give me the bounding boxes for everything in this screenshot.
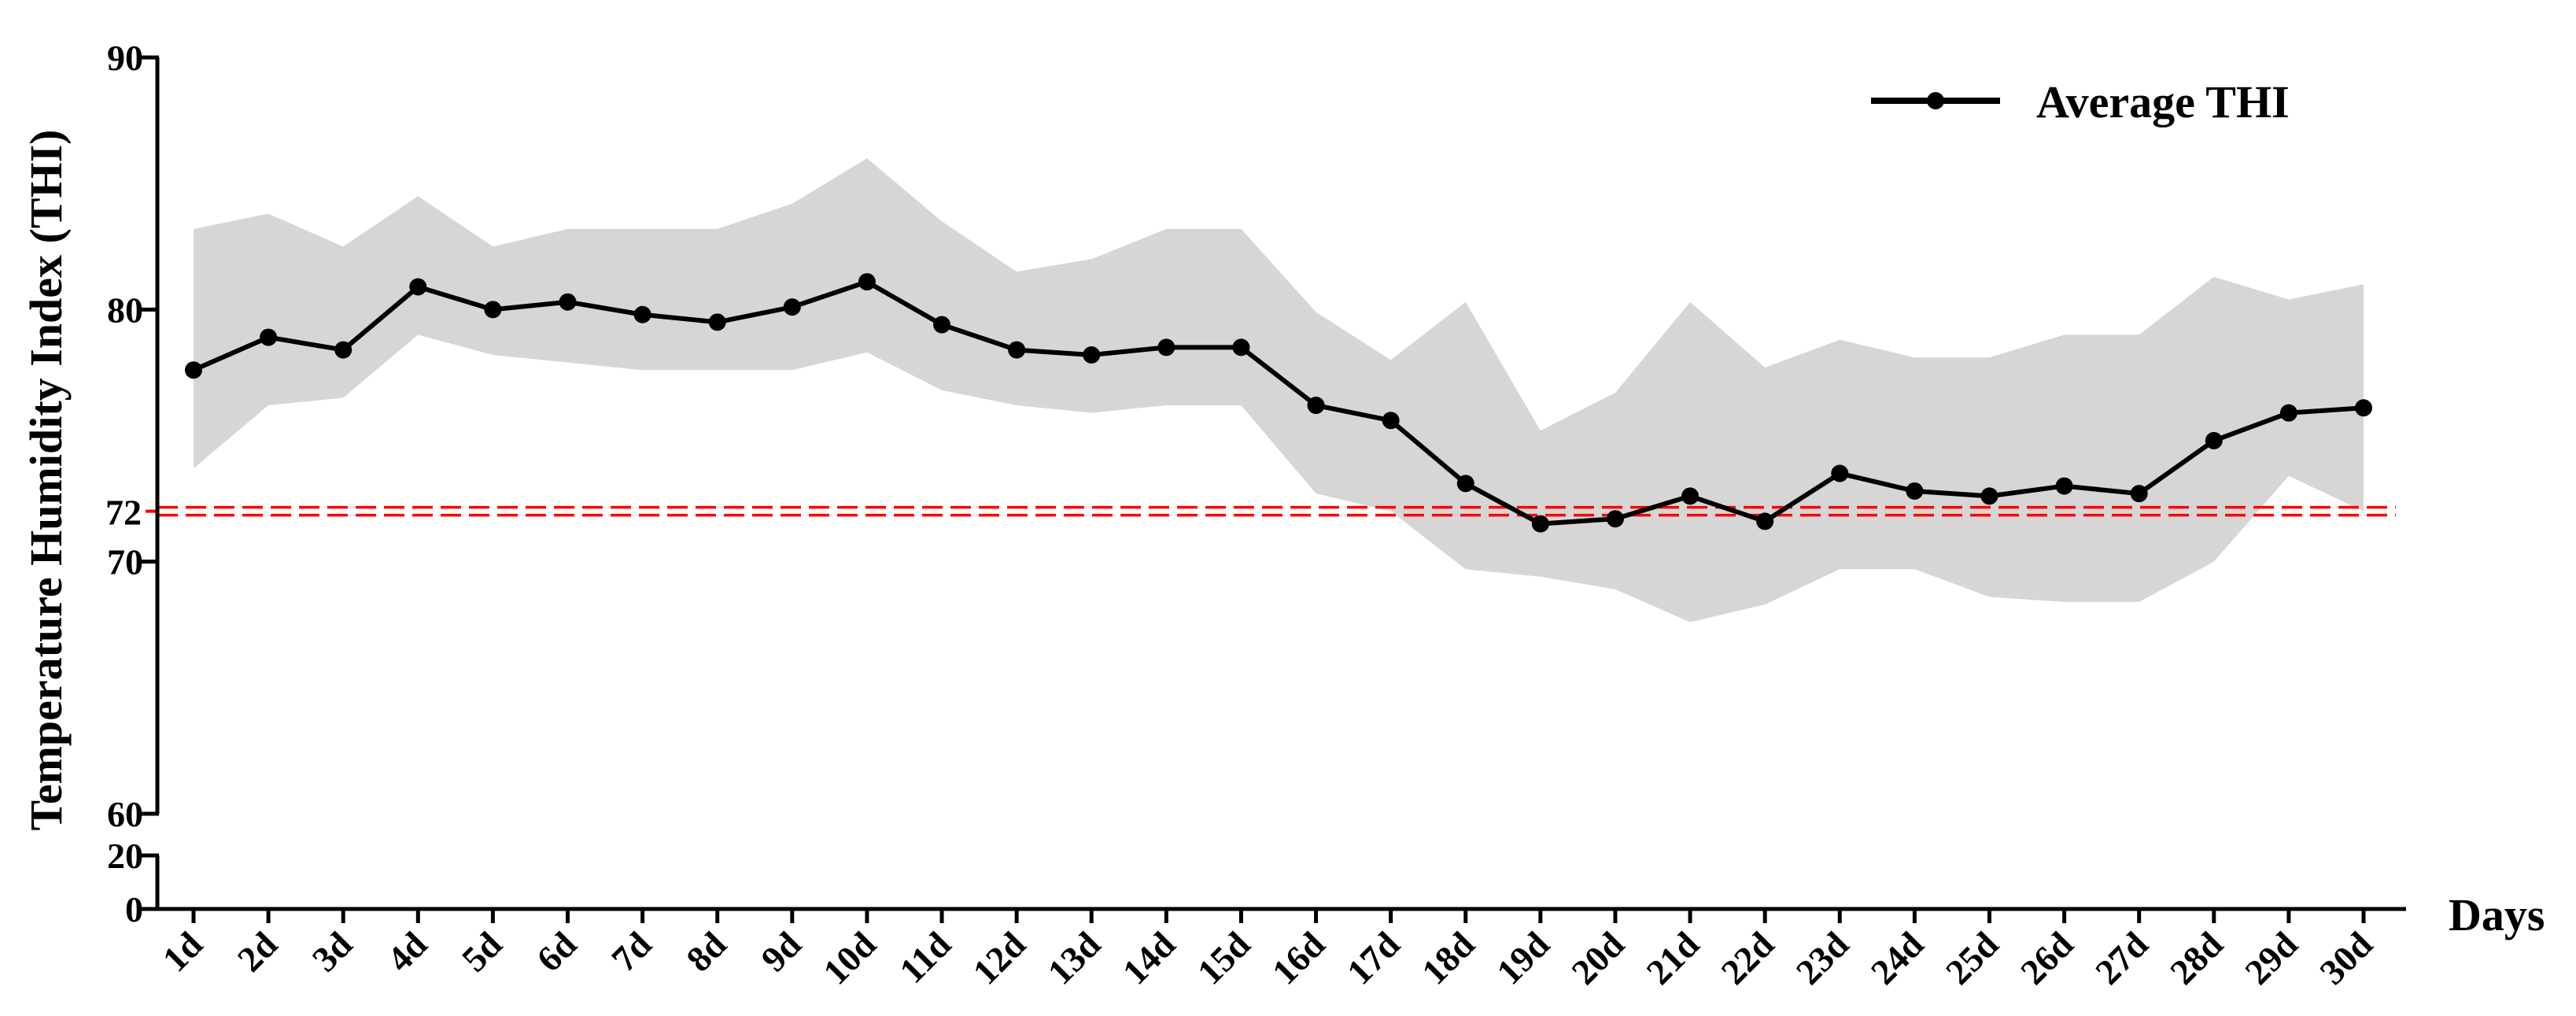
data-point-13d	[1083, 345, 1101, 364]
average-thi-line	[192, 279, 2364, 526]
data-point-24d	[1906, 482, 1924, 500]
x-tick-label-27d: 27d	[2087, 924, 2156, 992]
data-point-4d	[409, 278, 427, 296]
x-tick-label-3d: 3d	[304, 924, 360, 980]
x-axis-title: Days	[2449, 889, 2545, 940]
axes-layer	[142, 55, 2406, 923]
y-tick-label-60: 60	[107, 794, 143, 834]
data-point-6d	[559, 293, 577, 311]
y-axis-title: Temperature Humidity Index (THI)	[20, 130, 72, 831]
x-tick-label-21d: 21d	[1638, 924, 1707, 992]
legend-label: Average THI	[2036, 76, 2290, 127]
x-tick-label-26d: 26d	[2013, 924, 2081, 992]
y-tick-label-90: 90	[107, 38, 143, 78]
x-tick-label-14d: 14d	[1115, 924, 1183, 992]
data-point-11d	[933, 316, 951, 334]
y-tick-label-0: 0	[125, 889, 143, 929]
x-tick-label-16d: 16d	[1264, 924, 1333, 992]
thi-range-band-layer	[194, 158, 2364, 623]
x-tick-label-25d: 25d	[1938, 924, 2006, 992]
x-tick-label-4d: 4d	[379, 924, 435, 980]
x-tick-label-12d: 12d	[965, 924, 1034, 992]
data-point-7d	[633, 305, 651, 323]
x-tick-label-10d: 10d	[815, 924, 884, 992]
x-tick-label-22d: 22d	[1714, 924, 1782, 992]
data-point-25d	[1980, 487, 1998, 505]
x-tick-label-29d: 29d	[2237, 924, 2305, 992]
x-tick-label-15d: 15d	[1190, 924, 1258, 992]
x-tick-label-11d: 11d	[891, 924, 958, 991]
data-point-18d	[1456, 475, 1474, 493]
x-tick-label-18d: 18d	[1414, 924, 1482, 992]
data-point-14d	[1157, 338, 1175, 357]
x-tick-label-28d: 28d	[2162, 924, 2231, 992]
x-tick-label-17d: 17d	[1339, 924, 1408, 992]
data-point-10d	[858, 273, 876, 291]
data-point-2d	[260, 328, 278, 346]
x-tick-label-5d: 5d	[454, 924, 510, 980]
y-tick-label-20: 20	[107, 836, 143, 876]
data-point-21d	[1681, 487, 1699, 505]
legend-marker	[1927, 92, 1944, 109]
data-point-15d	[1232, 338, 1250, 357]
data-point-17d	[1382, 412, 1400, 430]
data-point-29d	[2279, 404, 2297, 422]
x-tick-label-20d: 20d	[1563, 924, 1632, 992]
legend: Average THI	[1871, 76, 2290, 127]
y-tick-label-70: 70	[107, 542, 143, 582]
y-tick-label-80: 80	[107, 290, 143, 330]
x-tick-label-19d: 19d	[1489, 924, 1557, 992]
x-tick-label-1d: 1d	[155, 924, 211, 980]
thi-range-band	[194, 158, 2364, 623]
data-point-16d	[1307, 397, 1325, 415]
x-tick-label-7d: 7d	[603, 924, 659, 980]
series-layer	[185, 273, 2372, 533]
x-tick-label-2d: 2d	[230, 924, 286, 980]
x-tick-label-8d: 8d	[678, 924, 734, 980]
data-point-22d	[1756, 512, 1774, 530]
data-point-8d	[708, 313, 726, 331]
data-point-1d	[185, 361, 202, 379]
data-point-26d	[2055, 477, 2073, 495]
data-point-12d	[1008, 341, 1026, 359]
data-point-23d	[1831, 464, 1849, 482]
x-tick-label-30d: 30d	[2312, 924, 2380, 992]
x-tick-label-13d: 13d	[1040, 924, 1109, 992]
data-point-27d	[2130, 485, 2148, 503]
data-point-9d	[783, 298, 801, 316]
data-point-28d	[2205, 431, 2223, 449]
x-tick-label-24d: 24d	[1863, 924, 1932, 992]
data-point-19d	[1531, 515, 1549, 533]
x-tick-label-23d: 23d	[1788, 924, 1857, 992]
data-point-5d	[484, 301, 502, 319]
data-point-20d	[1606, 510, 1624, 528]
data-point-3d	[334, 341, 352, 359]
reference-line-label: 72	[105, 493, 142, 533]
x-tick-label-9d: 9d	[753, 924, 809, 980]
data-point-30d	[2355, 399, 2372, 417]
x-tick-label-6d: 6d	[529, 924, 585, 980]
